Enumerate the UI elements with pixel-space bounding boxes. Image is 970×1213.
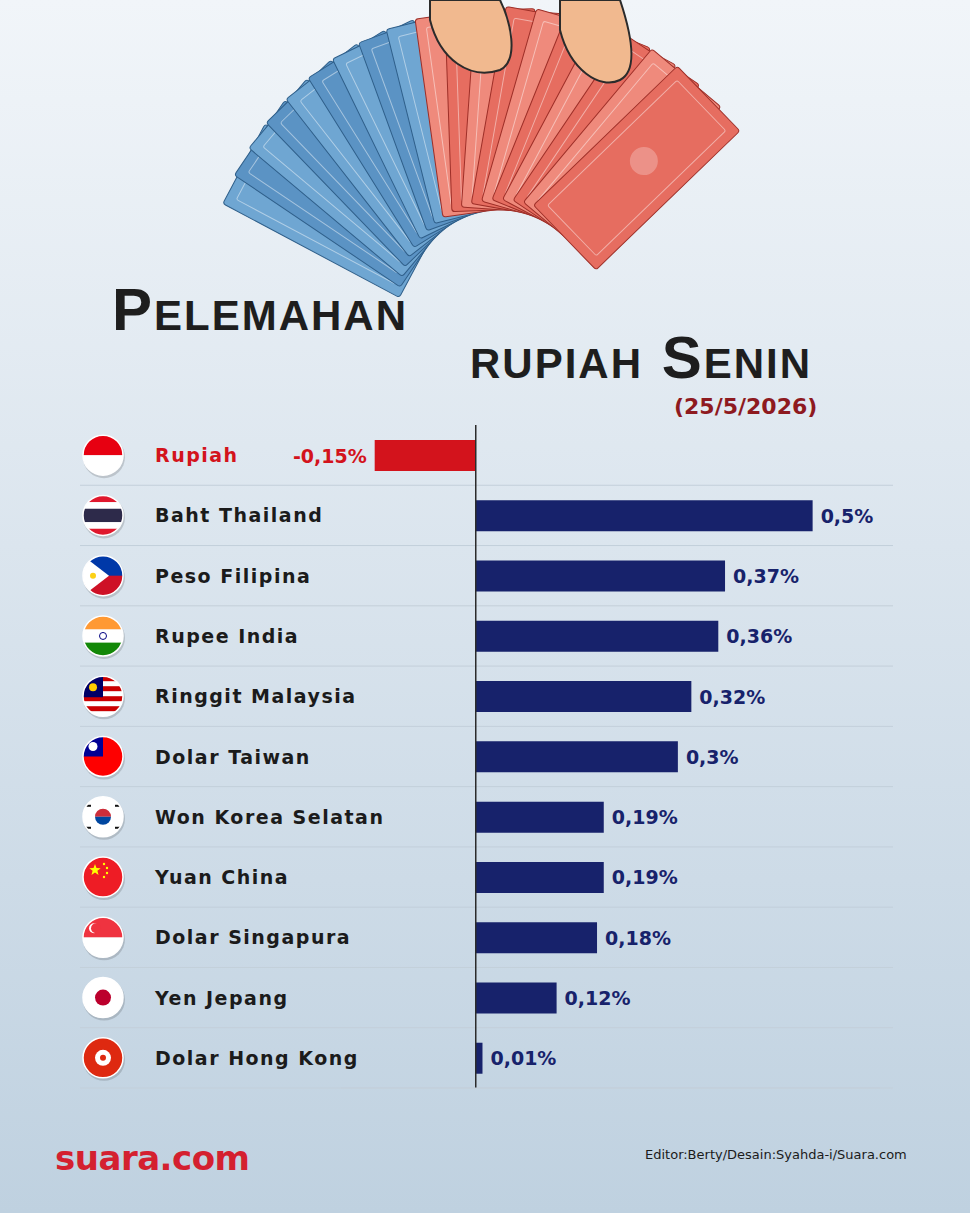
svg-text:0,37%: 0,37%	[733, 565, 799, 587]
svg-text:0,36%: 0,36%	[726, 625, 792, 647]
html-text:(25/5/2026): (25/5/2026)	[674, 394, 818, 419]
svg-text:0,19%: 0,19%	[612, 806, 678, 828]
svg-text:0,12%: 0,12%	[565, 987, 631, 1009]
svg-text:0,5%: 0,5%	[821, 505, 874, 527]
svg-text:Ringgit Malaysia: Ringgit Malaysia	[155, 685, 357, 707]
svg-text:Peso Filipina: Peso Filipina	[155, 565, 311, 587]
html-text:suara.com: suara.com	[55, 1138, 250, 1178]
svg-text:Dolar Taiwan: Dolar Taiwan	[155, 746, 311, 768]
html-text:Editor:Berty/Desain:Syahda-i/S: Editor:Berty/Desain:Syahda-i/Suara.com	[645, 1147, 907, 1162]
svg-text:0,3%: 0,3%	[686, 746, 739, 768]
html-text:rupiah Senin: rupiah Senin	[470, 324, 812, 391]
svg-text:0,01%: 0,01%	[490, 1047, 556, 1069]
svg-text:Baht Thailand: Baht Thailand	[155, 504, 323, 526]
svg-text:Dolar Hong Kong: Dolar Hong Kong	[155, 1047, 359, 1069]
svg-text:-0,15%: -0,15%	[293, 445, 367, 467]
svg-text:0,32%: 0,32%	[699, 686, 765, 708]
svg-text:Rupiah: Rupiah	[155, 444, 239, 466]
svg-text:Rupee India: Rupee India	[155, 625, 299, 647]
svg-text:Won Korea Selatan: Won Korea Selatan	[155, 806, 384, 828]
svg-text:0,19%: 0,19%	[612, 866, 678, 888]
svg-text:Yuan China: Yuan China	[154, 866, 289, 888]
svg-text:Yen Jepang: Yen Jepang	[154, 987, 289, 1009]
html-text:Pelemahan: Pelemahan	[112, 276, 408, 343]
svg-text:Dolar Singapura: Dolar Singapura	[155, 926, 351, 948]
svg-text:0,18%: 0,18%	[605, 927, 671, 949]
